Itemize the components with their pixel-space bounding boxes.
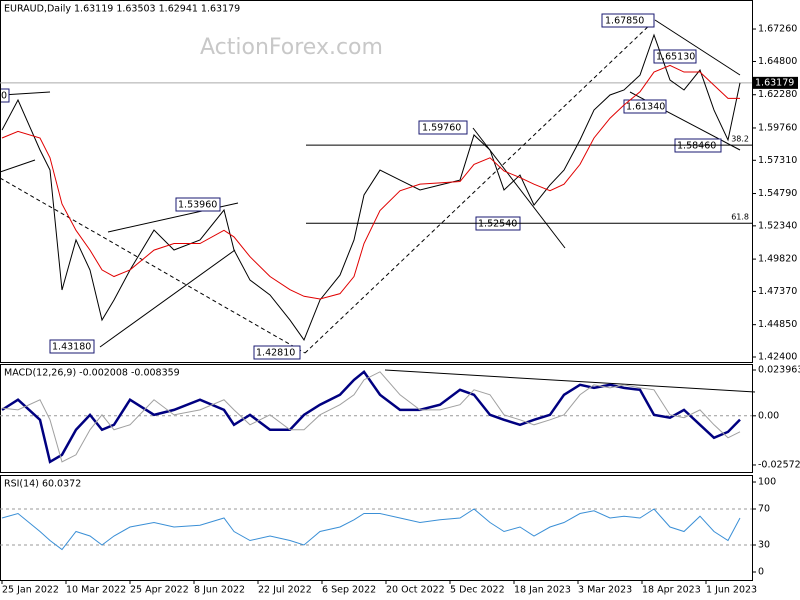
annotation-box [0,88,10,103]
y-tick-label: 1.52340 [758,220,797,231]
trendline [304,19,656,354]
x-tick-label: 22 Jul 2022 [258,585,312,596]
y-tick-label: 1.62280 [758,89,797,100]
y-tick-label: 1.47370 [758,286,797,297]
y-tick-label: 100 [758,477,776,488]
x-tick-label: 18 Apr 2023 [642,585,701,596]
panel-border [0,364,753,473]
annotation: 1.42810 [256,348,295,359]
watermark: ActionForex.com [200,35,383,60]
trendline [0,159,36,173]
annotation-box [253,345,301,360]
annotation-box [653,49,697,64]
annotation: 1.58460 [677,141,716,152]
y-tick-label: 1.54790 [758,188,797,199]
annotation: 1.43180 [52,342,91,353]
annotation: 1.67850 [605,16,644,27]
panel-border [0,0,753,363]
annotation-box [601,13,655,28]
trendline [384,369,756,393]
x-tick-label: 20 Oct 2022 [386,585,445,596]
trendline [654,19,741,76]
series-line [1,64,740,300]
annotation: 1.59760 [422,123,461,134]
annotation-box [175,197,221,212]
x-tick-label: 25 Apr 2022 [130,585,189,596]
y-tick-label: -0.025726 [758,459,800,470]
x-tick-label: 1 Jun 2023 [706,585,757,596]
annotation-box [418,120,468,135]
y-tick-label: 1.59760 [758,122,797,133]
x-tick-label: 10 Mar 2022 [66,585,126,596]
series-line [1,371,741,463]
current-price-box [752,76,798,89]
x-tick-label: 6 Sep 2022 [322,585,376,596]
header: EURAUD,Daily 1.63119 1.63503 1.62941 1.6… [4,4,240,15]
annotation: 1.65130 [656,52,695,63]
annotation-box [623,99,667,114]
y-tick-label: 1.64800 [758,56,797,67]
y-tick-label: 70 [758,504,770,515]
trendline [99,249,236,348]
annotation-box [49,339,95,354]
y-tick-label: 30 [758,540,770,551]
trendline [1,91,51,96]
panel-border [0,475,753,581]
annotations: 1.67850 1.65130 1.61340 1.59760 1.58460 … [0,13,722,360]
x-tick-label: 8 Jun 2022 [194,585,245,596]
y-tick-label: 1.49820 [758,254,797,265]
y-tick-label: 0.023963 [758,364,800,375]
annotation: 1.52540 [478,219,517,230]
series-line [1,33,741,342]
trendlines [0,19,756,393]
fib-label: 61.8 [731,213,749,222]
trendline [0,177,306,354]
y-tick-label: 1.42400 [758,351,797,362]
y-tick-label: 1.67260 [758,24,797,35]
series-line [1,370,741,464]
x-tick-label: 25 Jan 2022 [2,585,59,596]
y-tick-label: 1.57310 [758,155,797,166]
series-line [1,508,741,551]
fib-label: 38.2 [731,135,749,144]
panel-title: RSI(14) 60.0372 [4,479,81,490]
y-tick-label: 1.44850 [758,319,797,330]
x-tick-label: 5 Dec 2022 [450,585,505,596]
annotation: 1.61340 [626,102,665,113]
annotation: 0 [1,91,7,102]
y-tick-label: 0 [758,566,764,577]
x-tick-label: 3 Mar 2023 [578,585,632,596]
x-tick-label: 18 Jan 2023 [514,585,571,596]
y-tick-label: 0.00 [758,410,779,421]
annotation: 1.53960 [178,200,217,211]
panel-title: MACD(12,26,9) -0.002008 -0.008359 [4,368,180,379]
current-price-label: 1.63179 [755,77,794,88]
